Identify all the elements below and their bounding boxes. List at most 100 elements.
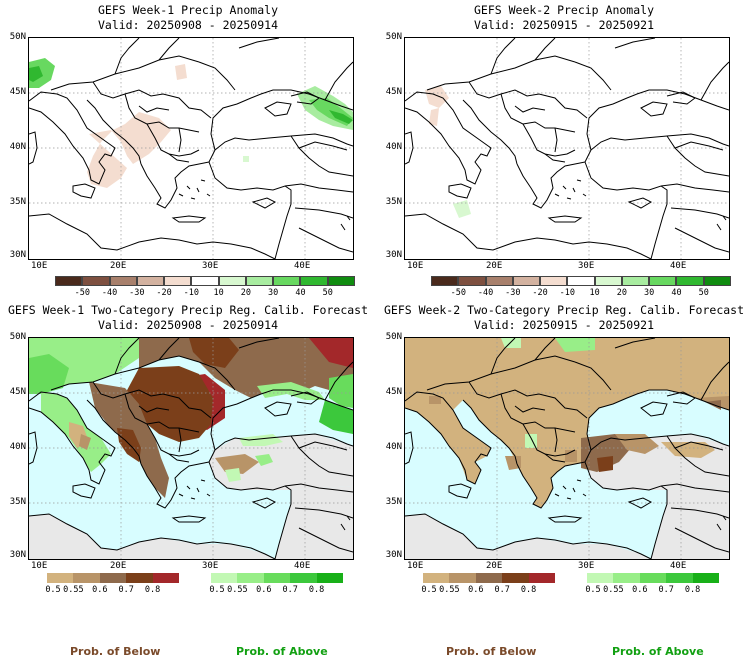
colorbar-label: 40 <box>295 288 306 298</box>
colorbar-swatch <box>423 573 450 583</box>
lat-tick-label: 50N <box>385 332 402 342</box>
lat-tick-label: 30N <box>385 550 402 560</box>
colorbar-swatch <box>237 573 264 583</box>
colorbar-swatch <box>475 573 503 583</box>
colorbar-swatch <box>540 276 568 286</box>
colorbar-label: -20 <box>156 288 172 298</box>
colorbar-swatch <box>449 573 476 583</box>
map-week2-anomaly[interactable] <box>404 37 730 260</box>
colorbar-swatch <box>567 276 595 286</box>
lat-tick-label: 50N <box>385 32 402 42</box>
colorbar-label: -30 <box>129 288 145 298</box>
colorbar-swatch <box>666 573 693 583</box>
colorbar-label: -40 <box>101 288 118 298</box>
colorbar-label: -30 <box>505 288 521 298</box>
colorbar-swatch <box>485 276 513 286</box>
colorbar-swatch <box>136 276 165 286</box>
map-week2-two-category[interactable] <box>404 337 730 560</box>
lat-tick-label: 40N <box>9 442 26 452</box>
lat-tick-label: 40N <box>385 442 402 452</box>
colorbar-swatch <box>613 573 640 583</box>
colorbar-swatch <box>512 276 541 286</box>
prob-above-label: Prob. of Above <box>236 645 328 658</box>
colorbar-label: 0.55 <box>63 585 84 595</box>
colorbar-swatch <box>290 573 317 583</box>
colorbar-swatch <box>316 573 343 583</box>
prob-below-label: Prob. of Below <box>446 645 537 658</box>
colorbar-label: -20 <box>532 288 548 298</box>
colorbar-swatch <box>73 573 100 583</box>
colorbar-label: 0.6 <box>92 585 108 595</box>
lat-tick-label: 45N <box>385 87 402 97</box>
prob-above-label: Prob. of Above <box>612 645 704 658</box>
colorbar-swatch <box>676 276 704 286</box>
panel-title: GEFS Week-2 Two-Category Precip Reg. Cal… <box>383 303 745 317</box>
lon-tick-label: 40E <box>294 261 311 271</box>
lat-tick-label: 40N <box>9 142 26 152</box>
lon-tick-label: 30E <box>202 561 219 571</box>
colorbar-label: 0.7 <box>118 585 134 595</box>
colorbar-label: 30 <box>268 288 279 298</box>
colorbar-label: 0.6 <box>468 585 484 595</box>
lat-tick-label: 40N <box>385 142 402 152</box>
colorbar-label: -50 <box>450 288 466 298</box>
colorbar-label: 0.55 <box>603 585 624 595</box>
colorbar-label: 0.7 <box>282 585 298 595</box>
colorbar-swatch <box>587 573 614 583</box>
colorbar-label: 0.8 <box>144 585 161 595</box>
panel-title: GEFS Week-1 Two-Category Precip Reg. Cal… <box>7 303 369 317</box>
colorbar-swatch <box>109 276 137 286</box>
colorbar-label: 30 <box>644 288 655 298</box>
lat-tick-label: 45N <box>9 87 26 97</box>
colorbar-label: 0.6 <box>256 585 272 595</box>
colorbar-label: 50 <box>698 288 709 298</box>
colorbar-label: 50 <box>322 288 333 298</box>
lon-tick-label: 10E <box>407 261 424 271</box>
colorbar-label: 20 <box>240 288 252 298</box>
colorbar-label: 40 <box>671 288 682 298</box>
colorbar-swatch <box>273 276 301 286</box>
lat-tick-label: 50N <box>9 332 26 342</box>
lat-tick-label: 30N <box>9 550 26 560</box>
colorbar-swatch <box>458 276 486 286</box>
lat-tick-label: 35N <box>385 497 402 507</box>
colorbar-swatch <box>621 276 650 286</box>
map-week1-anomaly[interactable] <box>28 37 354 260</box>
lon-tick-label: 20E <box>486 561 503 571</box>
lat-tick-label: 45N <box>9 387 26 397</box>
colorbar-swatch <box>692 573 719 583</box>
colorbar-swatch <box>82 276 110 286</box>
lat-tick-label: 30N <box>385 250 402 260</box>
map-week1-two-category[interactable] <box>28 337 354 560</box>
colorbar-swatch <box>639 573 667 583</box>
lon-tick-label: 40E <box>670 561 687 571</box>
colorbar-label: 0.7 <box>494 585 510 595</box>
colorbar-label: -50 <box>74 288 90 298</box>
panel-subtitle: Valid: 20250915 - 20250921 <box>473 18 654 32</box>
colorbar-swatch <box>431 276 459 286</box>
colorbar-swatch <box>152 573 179 583</box>
lon-tick-label: 30E <box>578 561 595 571</box>
colorbar-swatch <box>191 276 219 286</box>
colorbar-swatch <box>164 276 192 286</box>
lon-tick-label: 10E <box>407 561 424 571</box>
colorbar-swatch <box>126 573 153 583</box>
colorbar-label: 0.7 <box>658 585 674 595</box>
lon-tick-label: 30E <box>202 261 219 271</box>
panel-week1-two-category: GEFS Week-1 Two-Category Precip Reg. Cal… <box>0 300 376 600</box>
lon-tick-label: 40E <box>670 261 687 271</box>
colorbar-label: 20 <box>616 288 628 298</box>
colorbar-swatch <box>263 573 291 583</box>
colorbar-swatch <box>528 573 555 583</box>
colorbar-label: 0.8 <box>308 585 325 595</box>
colorbar-label: 10 <box>589 288 600 298</box>
colorbar-swatch <box>300 276 328 286</box>
colorbar-label: 0.5 <box>585 585 601 595</box>
lon-tick-label: 10E <box>31 261 48 271</box>
colorbar-swatch <box>211 573 238 583</box>
colorbar-label: 0.8 <box>684 585 701 595</box>
colorbar-swatch <box>649 276 677 286</box>
colorbar-label: 0.8 <box>520 585 537 595</box>
lon-tick-label: 10E <box>31 561 48 571</box>
colorbar-swatch <box>218 276 246 286</box>
